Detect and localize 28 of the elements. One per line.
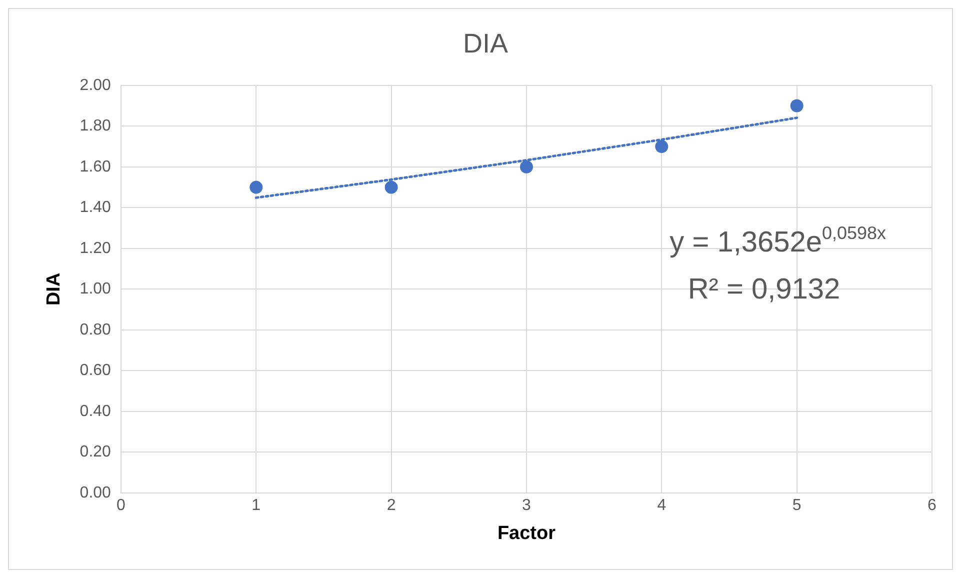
y-tick-label: 2.00 [80, 76, 112, 94]
x-tick-label: 2 [386, 497, 396, 514]
y-tick-label: 0.20 [80, 444, 112, 461]
point [790, 99, 804, 112]
x-tick-label: 4 [657, 497, 666, 514]
x-tick-label: 3 [522, 497, 532, 514]
x-axis-title: Factor [497, 522, 556, 544]
x-tick-label: 6 [928, 497, 937, 514]
y-tick-label: 1.80 [80, 118, 112, 135]
point [520, 160, 533, 174]
annotation: R² = 0,9132 [688, 273, 840, 306]
y-tick-label: 1.00 [80, 280, 112, 298]
y-tick-label: 0.60 [80, 362, 112, 380]
x-tick-label: 1 [252, 497, 261, 514]
y-tick-label: 0.00 [80, 484, 112, 502]
point [384, 180, 398, 194]
point [250, 180, 263, 194]
y-tick-label: 1.20 [80, 240, 112, 257]
y-tick-label: 0.40 [80, 402, 112, 420]
line-series [254, 116, 798, 199]
y-tick-label: 0.80 [80, 321, 112, 338]
y-tick-label: 1.40 [80, 199, 112, 216]
x-tick-label: 0 [116, 497, 126, 514]
chart-title: DIA [462, 28, 508, 59]
y-axis-title: DIA [44, 272, 65, 306]
y-tick-label: 1.60 [80, 158, 112, 176]
point [655, 140, 668, 154]
x-tick-label: 5 [792, 497, 802, 514]
